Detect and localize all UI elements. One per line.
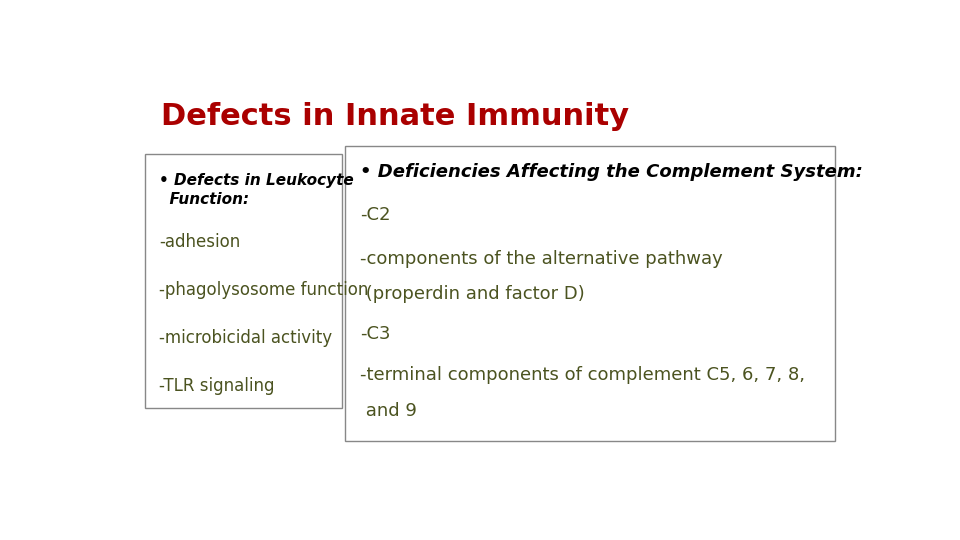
Text: -TLR signaling: -TLR signaling — [159, 377, 275, 395]
Text: and 9: and 9 — [360, 402, 418, 420]
Text: -adhesion: -adhesion — [159, 233, 241, 251]
Text: -microbicidal activity: -microbicidal activity — [159, 329, 332, 347]
FancyBboxPatch shape — [346, 146, 835, 441]
Text: Defects in Innate Immunity: Defects in Innate Immunity — [161, 102, 629, 131]
Text: -components of the alternative pathway: -components of the alternative pathway — [360, 250, 723, 268]
Text: • Defects in Leukocyte
  Function:: • Defects in Leukocyte Function: — [159, 173, 354, 206]
Text: -terminal components of complement C5, 6, 7, 8,: -terminal components of complement C5, 6… — [360, 366, 805, 384]
Text: • Deficiencies Affecting the Complement System:: • Deficiencies Affecting the Complement … — [360, 163, 863, 180]
Text: -C2: -C2 — [360, 206, 391, 224]
Text: -phagolysosome function: -phagolysosome function — [159, 281, 369, 299]
FancyBboxPatch shape — [145, 154, 342, 408]
Text: -C3: -C3 — [360, 325, 391, 343]
Text: (properdin and factor D): (properdin and factor D) — [360, 285, 585, 303]
